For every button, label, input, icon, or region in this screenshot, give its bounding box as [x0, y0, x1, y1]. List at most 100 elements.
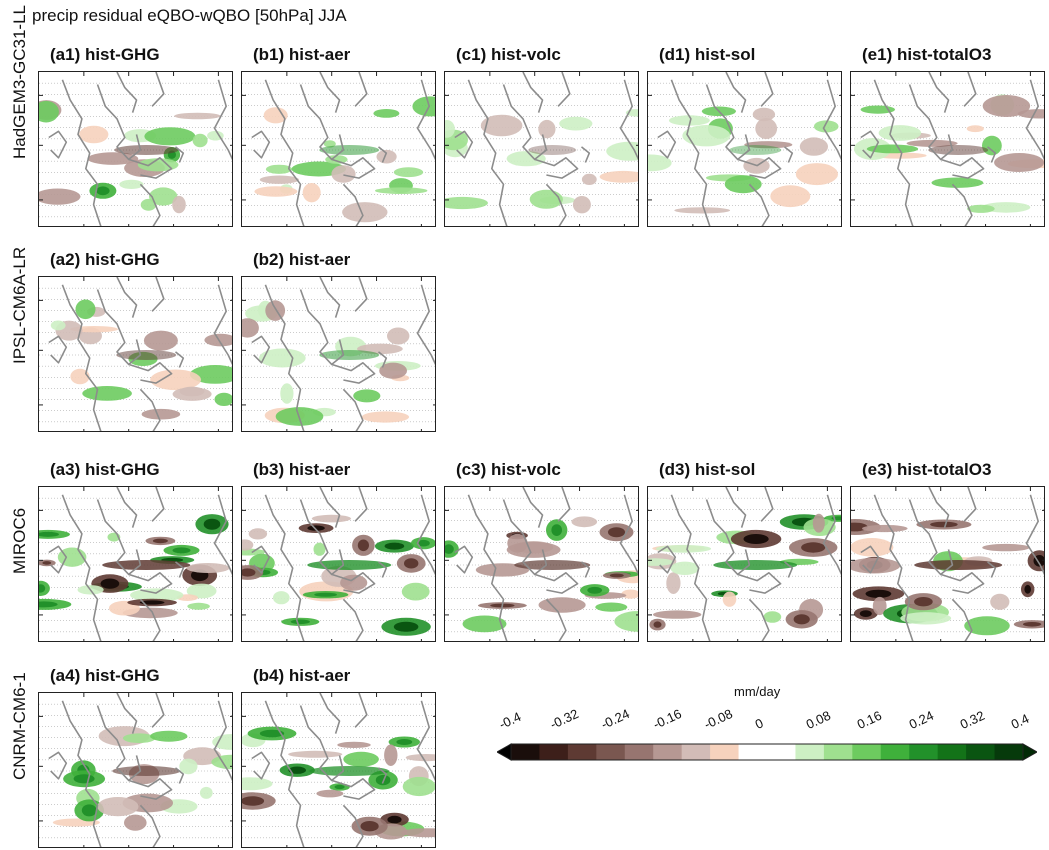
negative-anomaly — [186, 563, 230, 573]
coastline — [342, 183, 364, 226]
coastline — [299, 84, 345, 161]
colorbar-segment — [767, 744, 796, 760]
panel-title: (a4) hist-GHG — [50, 666, 160, 685]
equatorial-anomaly — [928, 145, 989, 155]
coastline — [502, 499, 548, 576]
positive-anomaly — [192, 133, 208, 148]
equatorial-anomaly — [307, 560, 392, 570]
colorbar-bar — [497, 743, 1037, 761]
positive-anomaly — [606, 141, 638, 161]
coastline — [557, 72, 571, 107]
coastline — [873, 494, 914, 641]
colorbar-segment — [937, 744, 967, 760]
coastline — [467, 494, 508, 641]
negative-anomaly — [405, 754, 435, 762]
positive-anomaly-core — [384, 542, 405, 550]
positive-anomaly-core — [551, 524, 562, 536]
equatorial-anomaly — [729, 145, 782, 155]
negative-anomaly — [666, 572, 681, 594]
coastline — [331, 362, 376, 384]
colorbar-segment — [710, 744, 740, 760]
positive-anomaly-core — [393, 621, 419, 632]
positive-anomaly-core — [203, 518, 221, 530]
negative-anomaly-core — [100, 578, 120, 589]
negative-anomaly — [538, 119, 556, 139]
positive-anomaly — [614, 611, 638, 632]
map-panel — [850, 71, 1045, 227]
coastline — [657, 545, 677, 574]
positive-anomaly — [186, 583, 217, 599]
panel-title: (e1) hist-totalO3 — [862, 45, 992, 64]
negative-anomaly — [331, 165, 356, 183]
negative-anomaly — [475, 563, 530, 577]
coastline — [319, 487, 341, 528]
negative-anomaly — [174, 112, 221, 120]
negative-anomaly — [259, 175, 299, 184]
coastline — [96, 705, 142, 782]
positive-anomaly-core — [417, 539, 430, 547]
coastline — [928, 72, 950, 113]
coastline — [619, 494, 638, 576]
positive-anomaly-core — [314, 592, 337, 597]
negative-anomaly-core — [387, 815, 402, 824]
coastline — [963, 487, 977, 522]
positive-anomaly-core — [288, 766, 306, 774]
negative-anomaly-core — [608, 527, 625, 538]
negative-anomaly — [340, 574, 368, 591]
colorbar-tick-label: 0.08 — [803, 707, 834, 732]
coastline — [61, 700, 102, 847]
negative-anomaly — [770, 185, 811, 208]
negative-anomaly — [990, 593, 1010, 610]
coastline — [116, 72, 138, 113]
coastline — [299, 499, 345, 576]
coastline — [737, 157, 782, 179]
coastline — [657, 130, 677, 159]
coastline — [175, 561, 185, 578]
negative-anomaly — [795, 163, 838, 186]
negative-anomaly — [851, 557, 901, 574]
positive-anomaly-core — [396, 739, 413, 745]
coastline — [264, 79, 305, 226]
negative-anomaly — [571, 516, 598, 528]
precip-map — [851, 487, 1044, 641]
positive-anomaly-core — [445, 544, 454, 554]
coastline — [748, 598, 770, 641]
positive-anomaly — [375, 187, 428, 194]
negative-anomaly — [994, 153, 1044, 172]
positive-anomaly — [462, 615, 507, 633]
coastline — [151, 72, 165, 107]
model-label: CNRM-CM6-1 — [10, 672, 29, 780]
coastline — [545, 598, 567, 641]
map-panel — [241, 486, 436, 642]
panel-title: (b2) hist-aer — [253, 250, 351, 269]
model-label: HadGEM3-GC31-LL — [10, 4, 29, 159]
negative-anomaly — [342, 202, 388, 223]
negative-anomaly — [361, 411, 410, 423]
positive-anomaly-core — [96, 186, 110, 196]
coastline — [61, 284, 102, 431]
positive-anomaly — [343, 751, 379, 767]
coastline — [416, 284, 435, 366]
coastline — [502, 84, 548, 161]
negative-anomaly — [263, 107, 288, 124]
coastline — [416, 700, 435, 782]
negative-anomaly — [316, 789, 344, 798]
positive-anomaly — [982, 135, 1002, 156]
negative-anomaly — [97, 797, 139, 817]
colorbar-segment — [567, 744, 597, 760]
precip-map — [445, 72, 638, 226]
coastline — [737, 572, 782, 594]
coastline — [319, 72, 341, 113]
map-panel — [241, 276, 436, 432]
colorbar-under-triangle — [497, 743, 512, 761]
coastline — [354, 277, 368, 312]
colorbar-tick-label: 0.16 — [855, 707, 885, 732]
coastline — [151, 487, 165, 522]
coastline — [416, 494, 435, 576]
coastline — [951, 598, 973, 641]
coastline — [139, 804, 161, 847]
negative-anomaly — [862, 524, 908, 533]
coastline — [940, 157, 985, 179]
coastline — [454, 130, 474, 159]
coastline — [534, 572, 579, 594]
